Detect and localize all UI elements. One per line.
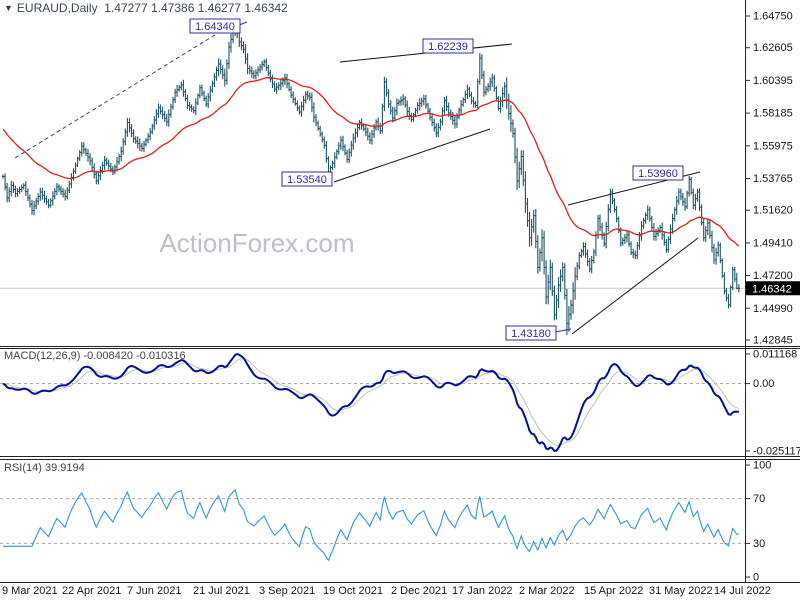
price-axis-label: 1.51620: [753, 205, 793, 217]
date-axis-label: 9 Mar 2021: [2, 585, 58, 597]
date-axis-label: 22 Apr 2021: [62, 585, 122, 597]
macd-panel[interactable]: 0.011168 0.00 -0.025117: [0, 347, 800, 458]
price-axis-label: 1.55975: [753, 140, 793, 152]
rsi-axis-label: 0: [753, 572, 759, 584]
symbol-period-label: EURAUD,Daily: [16, 1, 98, 15]
annotation-connector: [554, 328, 572, 333]
moving-average-line: [2, 76, 740, 247]
date-axis: 9 Mar 2021 22 Apr 2021 7 Jun 2021 21 Jul 20…: [0, 585, 800, 600]
date-axis-label: 3 Sep 2021: [259, 585, 316, 597]
date-axis-label: 17 Jan 2022: [452, 585, 513, 597]
price-panel[interactable]: ActionForex.com 1.64340 1.62239 1.53540 1.53…: [0, 0, 800, 347]
price-axis-label: 1.53765: [753, 173, 793, 185]
rsi-header-label: RSI(14) 39.9194: [4, 462, 85, 474]
price-annotation[interactable]: 1.53960: [632, 165, 684, 181]
ohlc-values: 1.47277 1.47386 1.46277 1.46342: [104, 1, 288, 15]
svg-text:1.53960: 1.53960: [638, 168, 678, 180]
rsi-axis-label: 30: [753, 538, 765, 550]
symbol-dropdown-icon[interactable]: ▼: [4, 3, 13, 13]
date-axis-label: 15 Apr 2022: [584, 585, 644, 597]
ohlc-bar-series: [1, 19, 740, 335]
price-axis-label: 1.42845: [753, 334, 793, 346]
price-axis-label: 1.64750: [753, 11, 793, 23]
rsi-axis-label: 70: [753, 493, 765, 505]
svg-text:1.64340: 1.64340: [195, 21, 235, 33]
watermark-text: ActionForex.com: [159, 228, 354, 258]
macd-signal-line: [2, 358, 740, 447]
date-axis-label: 2 Dec 2021: [391, 585, 448, 597]
date-axis-label: 14 Jul 2022: [714, 585, 771, 597]
macd-axis-label: 0.011168: [753, 349, 797, 361]
rsi-line: [3, 488, 739, 562]
price-axis-label: 1.62605: [753, 42, 793, 54]
svg-text:1.43180: 1.43180: [511, 328, 551, 340]
svg-text:1.53540: 1.53540: [287, 174, 327, 186]
price-axis-label: 1.44990: [753, 303, 793, 315]
trendline-3[interactable]: [333, 128, 491, 183]
date-axis-label: 21 Jul 2021: [193, 585, 250, 597]
date-axis-label: 31 May 2022: [649, 585, 713, 597]
macd-main-line: [2, 353, 739, 452]
trendline-4[interactable]: [571, 237, 699, 335]
svg-text:1.62239: 1.62239: [428, 41, 468, 53]
price-axis-label: 1.47200: [753, 270, 793, 282]
price-axis-label: 1.60395: [753, 75, 793, 87]
chart-title-bar: ▼ EURAUD,Daily 1.47277 1.47386 1.46277 1.…: [4, 1, 288, 15]
svg-text:1.46342: 1.46342: [752, 283, 792, 295]
rsi-panel[interactable]: 100 70 30 0: [0, 458, 800, 584]
trendline-1[interactable]: [14, 21, 237, 159]
price-axis-label: 1.58185: [753, 108, 793, 120]
rsi-axis-label: 100: [753, 460, 771, 472]
price-annotation[interactable]: 1.62239: [422, 38, 474, 54]
price-annotation[interactable]: 1.43180: [505, 325, 557, 341]
price-annotation[interactable]: 1.64340: [189, 18, 241, 34]
macd-axis-label: -0.025117: [753, 446, 800, 458]
macd-header-label: MACD(12,26,9) -0.008420 -0.010316: [4, 350, 186, 362]
date-axis-label: 19 Oct 2021: [323, 585, 383, 597]
price-annotation[interactable]: 1.53540: [281, 171, 333, 187]
macd-axis-label: 0.00: [753, 378, 774, 390]
date-axis-label: 2 Mar 2022: [519, 585, 575, 597]
date-axis-label: 7 Jun 2021: [127, 585, 182, 597]
price-axis-label: 1.49410: [753, 237, 793, 249]
current-price-tag: 1.46342: [746, 281, 800, 296]
